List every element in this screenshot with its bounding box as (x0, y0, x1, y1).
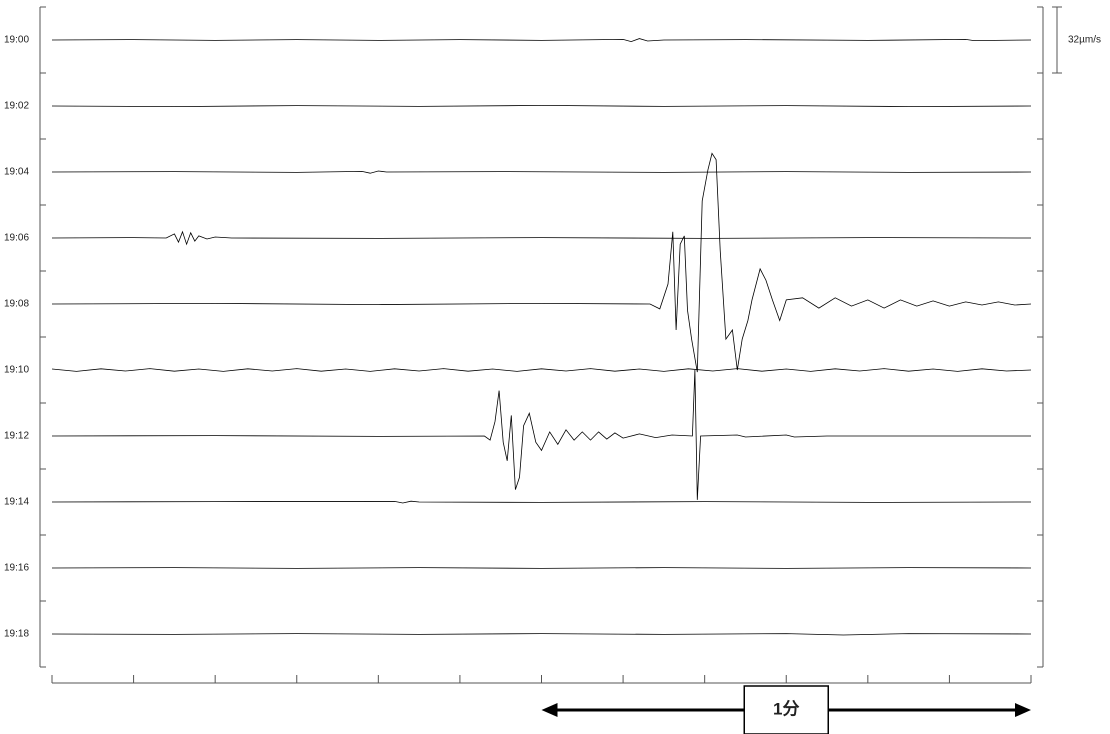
scale-label: 32µm/s (1068, 35, 1101, 46)
trace (51, 170, 1032, 174)
row-label: 19:10 (4, 365, 29, 376)
row-label: 19:18 (4, 629, 29, 640)
row-label: 19:08 (4, 299, 29, 310)
trace (51, 38, 1032, 43)
row-label: 19:02 (4, 101, 29, 112)
span-box (743, 685, 829, 734)
row-label: 19:06 (4, 233, 29, 244)
trace (51, 633, 1032, 636)
span-label: 1分 (773, 699, 799, 718)
arrow-head (1015, 703, 1031, 717)
arrow-head (541, 703, 558, 717)
row-label: 19:14 (4, 497, 29, 508)
trace (51, 104, 1032, 108)
trace (51, 152, 1032, 373)
row-label: 19:16 (4, 563, 29, 574)
trace (51, 567, 1032, 569)
trace (51, 369, 1031, 500)
trace (51, 368, 1032, 372)
trace (51, 500, 1032, 504)
row-label: 19:04 (4, 167, 29, 178)
row-label: 19:12 (4, 431, 29, 442)
trace (51, 230, 1032, 246)
row-label: 19:00 (4, 35, 29, 46)
